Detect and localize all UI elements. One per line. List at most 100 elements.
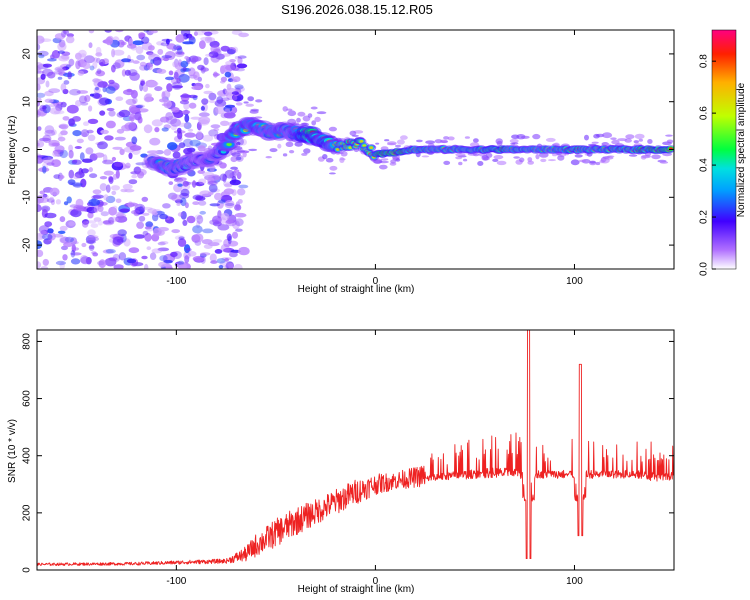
noise-speckle — [44, 221, 53, 228]
haze-speckle — [589, 160, 596, 164]
noise-speckle — [159, 241, 169, 245]
noise-speckle — [163, 259, 173, 264]
noise-speckle — [93, 217, 102, 222]
noise-speckle — [175, 34, 185, 43]
noise-speckle — [95, 52, 103, 57]
noise-speckle — [44, 125, 55, 134]
noise-speckle — [176, 202, 181, 207]
haze-speckle — [384, 139, 390, 142]
noise-speckle — [88, 198, 101, 206]
y-tick-label: -20 — [22, 237, 33, 252]
noise-speckle — [70, 252, 82, 256]
noise-speckle — [218, 265, 224, 269]
noise-speckle — [58, 39, 66, 48]
noise-speckle — [166, 43, 177, 50]
noise-speckle — [171, 194, 182, 202]
noise-speckle — [49, 107, 61, 115]
noise-speckle — [146, 246, 152, 251]
noise-speckle — [178, 236, 185, 240]
noise-speckle — [141, 196, 149, 202]
noise-speckle — [224, 169, 235, 179]
noise-speckle — [177, 127, 182, 134]
noise-speckle — [73, 204, 85, 211]
y-tick-label: 10 — [22, 96, 33, 108]
noise-speckle — [224, 258, 229, 262]
noise-speckle — [81, 242, 87, 248]
noise-speckle — [221, 53, 231, 57]
noise-speckle — [40, 266, 48, 269]
noise-speckle — [209, 99, 216, 104]
noise-speckle — [157, 48, 164, 55]
noise-speckle — [199, 210, 206, 215]
noise-speckle — [89, 65, 95, 71]
snr-y-axis: 0 200 400 600 800 — [22, 333, 674, 573]
snr-series-line — [37, 330, 674, 567]
noise-speckle — [88, 244, 95, 252]
noise-speckle — [77, 70, 85, 76]
noise-speckle — [86, 220, 97, 224]
noise-speckle — [47, 234, 53, 242]
noise-speckle — [144, 263, 149, 269]
noise-speckle — [136, 54, 146, 61]
noise-speckle — [75, 60, 81, 70]
noise-speckle — [212, 215, 222, 225]
noise-speckle — [51, 129, 57, 136]
haze-speckle — [439, 139, 448, 143]
noise-speckle — [114, 136, 126, 141]
noise-speckle — [225, 219, 234, 225]
spectrogram-y-label: Frequency (Hz) — [7, 116, 18, 185]
noise-speckle — [122, 183, 133, 190]
noise-speckle — [213, 127, 220, 132]
noise-speckle — [88, 235, 99, 239]
noise-speckle — [161, 55, 172, 59]
haze-speckle — [666, 139, 674, 144]
noise-speckle — [37, 142, 40, 147]
noise-speckle — [87, 236, 100, 242]
noise-speckle — [182, 219, 188, 226]
noise-speckle — [41, 206, 49, 213]
x-tick-label: -100 — [166, 576, 186, 587]
noise-speckle — [80, 178, 87, 188]
haze-speckle — [379, 164, 388, 170]
noise-speckle — [203, 57, 209, 66]
noise-speckle — [182, 41, 194, 45]
noise-speckle — [139, 64, 148, 71]
noise-speckle — [115, 30, 124, 33]
noise-speckle — [68, 221, 75, 227]
noise-speckle — [80, 256, 91, 265]
haze-speckle — [287, 110, 297, 117]
haze-speckle — [492, 158, 499, 162]
haze-speckle — [557, 155, 565, 161]
noise-speckle — [194, 214, 203, 220]
noise-speckle — [233, 263, 243, 269]
noise-speckle — [57, 230, 66, 234]
noise-speckle — [45, 80, 50, 88]
noise-speckle — [192, 180, 197, 188]
noise-speckle — [44, 98, 54, 104]
haze-speckle — [311, 120, 317, 126]
noise-speckle — [177, 183, 183, 187]
noise-speckle — [49, 196, 54, 201]
noise-speckle — [222, 173, 227, 183]
noise-speckle — [237, 55, 247, 59]
haze-speckle — [455, 156, 463, 160]
noise-speckle — [54, 33, 66, 40]
noise-speckle — [97, 220, 104, 226]
noise-speckle — [95, 70, 106, 77]
noise-speckle — [141, 36, 150, 44]
noise-speckle — [230, 78, 238, 83]
noise-speckle — [124, 69, 131, 76]
noise-speckle — [151, 119, 163, 127]
noise-speckle — [194, 181, 205, 187]
noise-speckle — [82, 158, 93, 163]
noise-speckle — [118, 252, 127, 261]
haze-speckle — [314, 116, 321, 123]
haze-speckle — [236, 150, 245, 153]
noise-speckle — [47, 58, 57, 62]
noise-speckle — [37, 70, 45, 74]
noise-speckle — [102, 249, 114, 254]
noise-speckle — [42, 68, 54, 77]
noise-speckle — [116, 128, 125, 134]
noise-speckle — [44, 129, 56, 137]
noise-speckle — [193, 71, 200, 81]
